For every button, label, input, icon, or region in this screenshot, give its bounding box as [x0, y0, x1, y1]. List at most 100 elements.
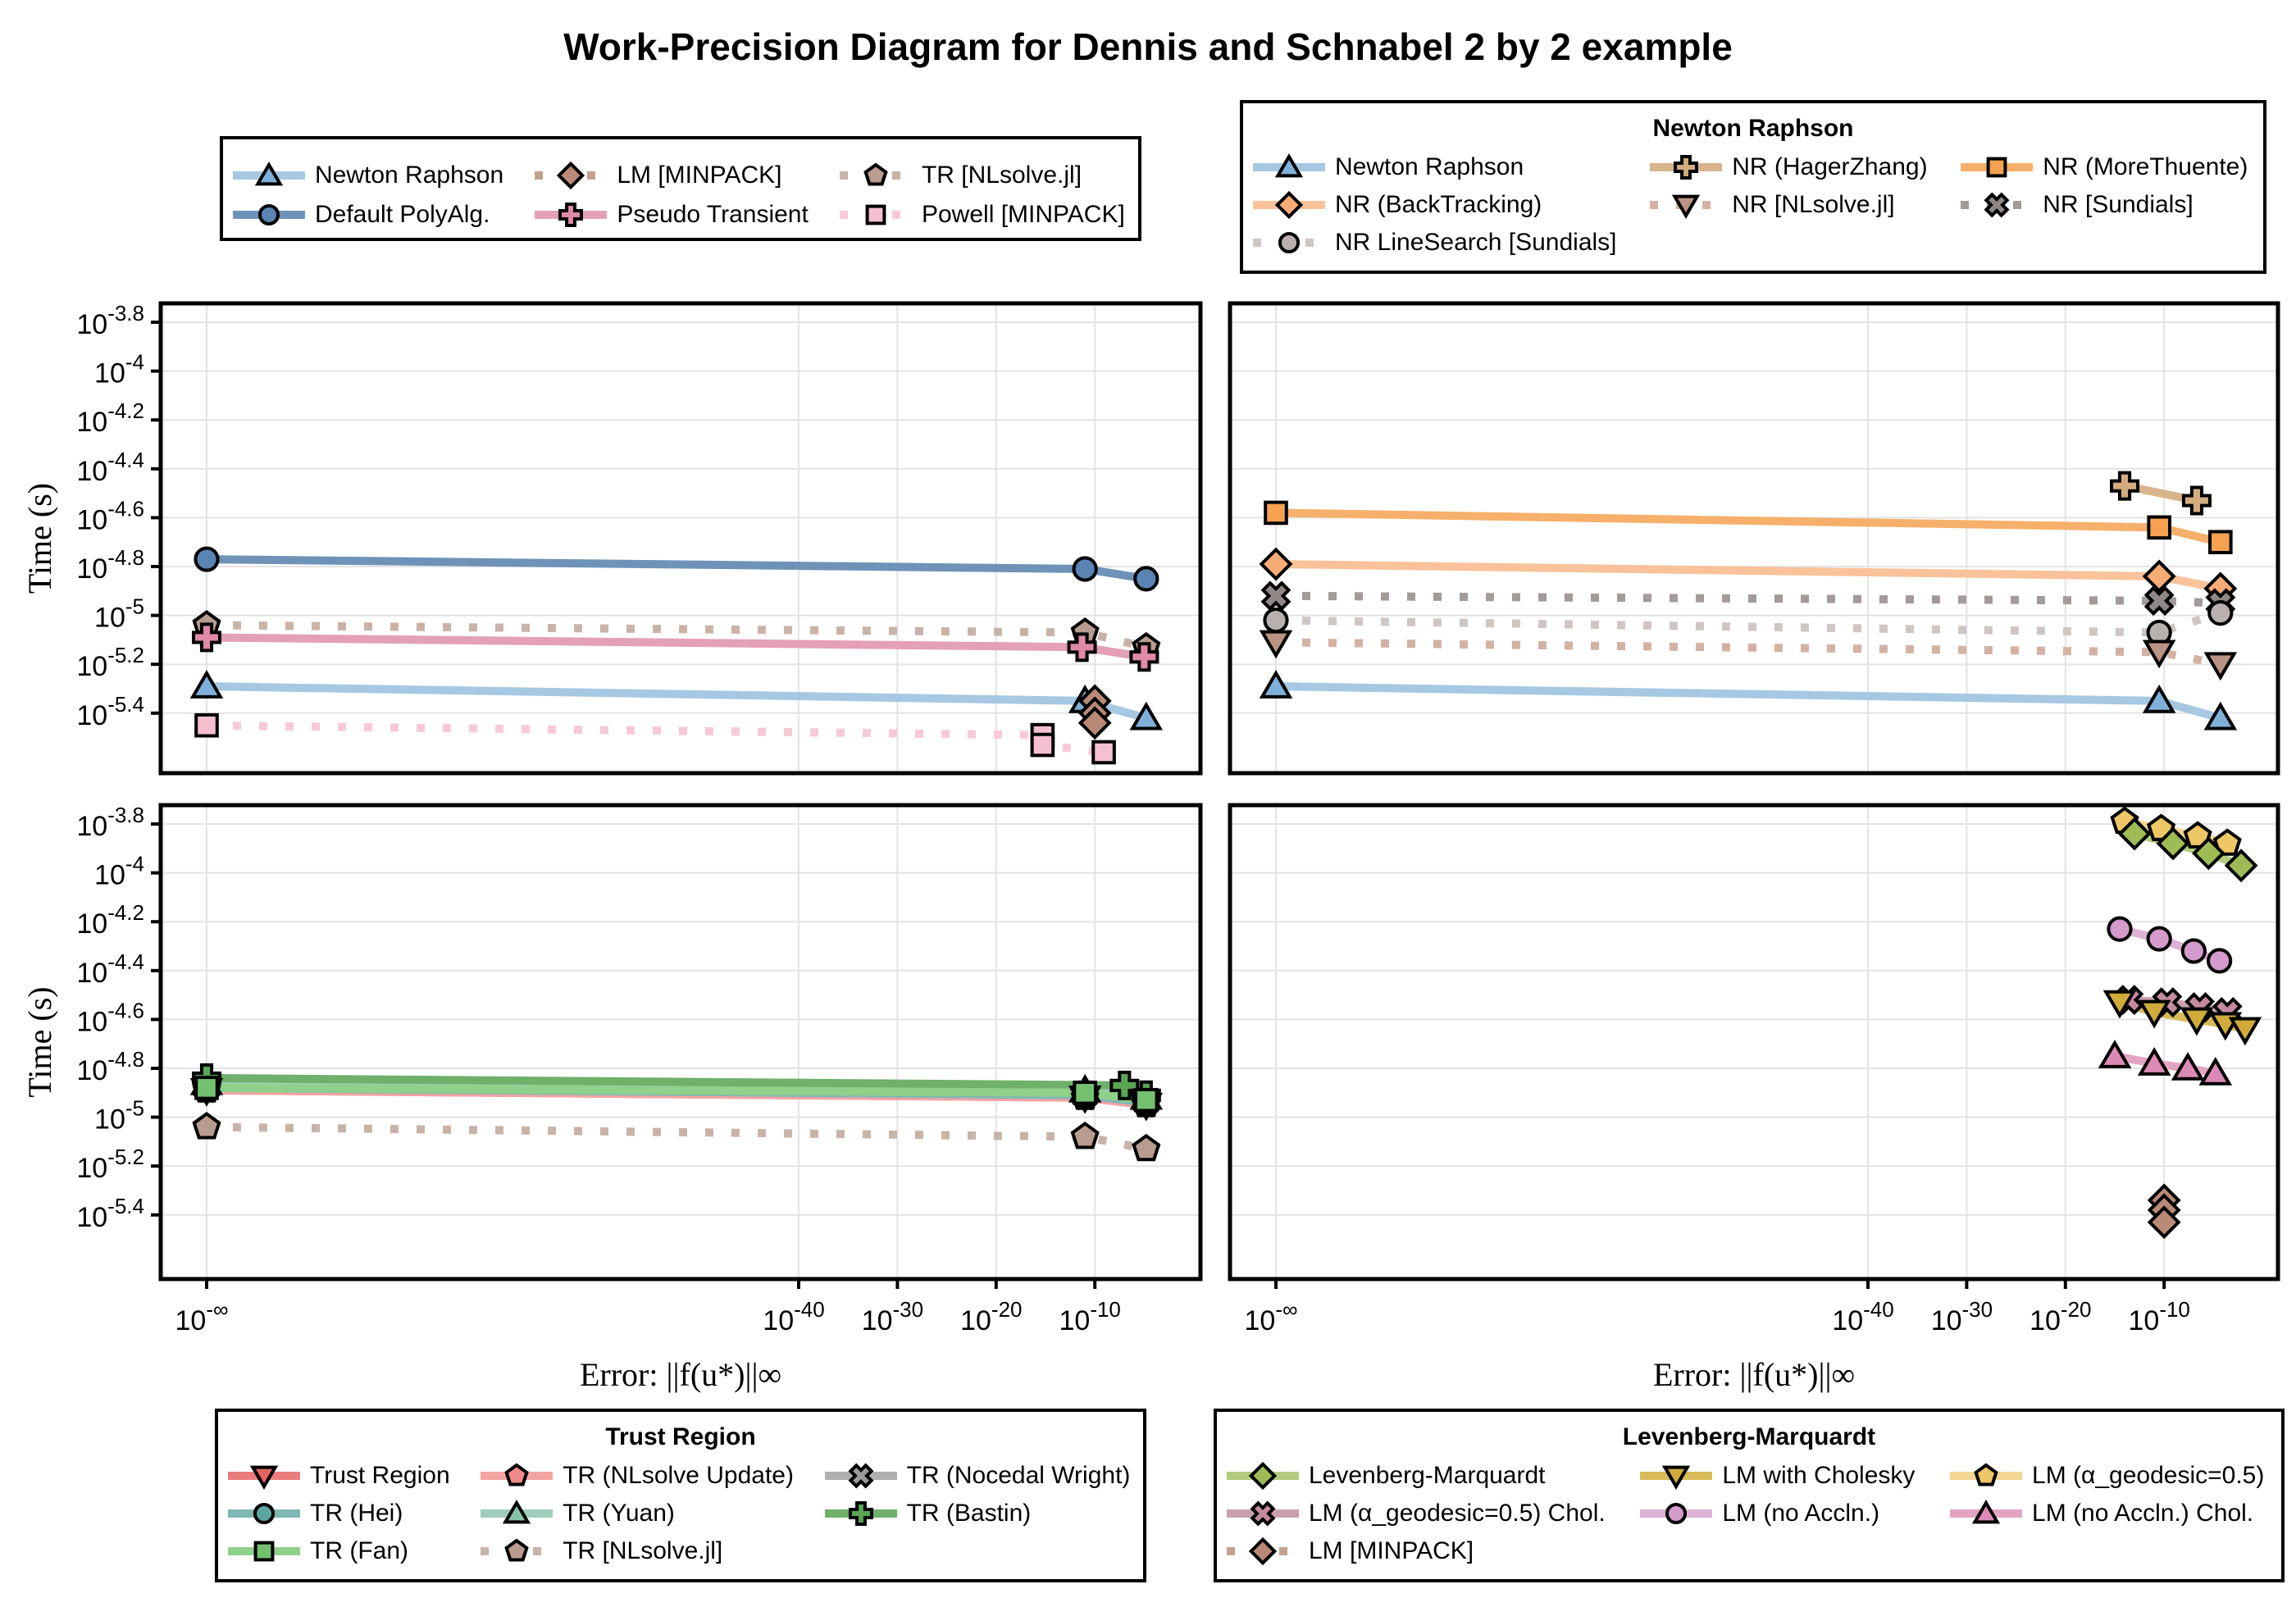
- data-point-lm-no-accln: [2146, 926, 2172, 952]
- legend-label: Levenberg-Marquardt: [1309, 1462, 1546, 1489]
- legend-marker-icon: [1253, 231, 1325, 254]
- legend-marker: [1974, 1463, 1998, 1486]
- legend-label: Default PolyAlg.: [315, 201, 490, 228]
- legend-newton-title: Newton Raphson: [1652, 115, 1854, 142]
- legend-marker: [254, 162, 284, 186]
- data-point-tr-nlsolve-jl: [1070, 1121, 1100, 1149]
- data-point-newton-raphson: [2203, 701, 2238, 731]
- data-point-lm-no-accln: [2207, 948, 2233, 974]
- legend-marker: [558, 203, 584, 227]
- y-tick-label: 10-3.8: [76, 301, 144, 340]
- legend-item: Levenberg-Marquardt: [1225, 1458, 1614, 1494]
- y-tick-label: 10-4.6: [76, 998, 144, 1037]
- data-point-lm-with-cholesky: [2180, 1007, 2214, 1036]
- plot-frame: [158, 301, 1203, 776]
- data-point-tr-fan: [1134, 1087, 1159, 1113]
- data-point-lm-no-accln-chol: [2098, 1040, 2132, 1068]
- legend-marker-icon: [824, 1501, 897, 1526]
- data-point-levenberg-marquardt: [2191, 836, 2225, 871]
- x-axis-title: Error: ||f(u*)||∞: [1653, 1356, 1855, 1393]
- data-point-powell-minpack: [1030, 732, 1055, 758]
- x-tick-label: 10-30: [862, 1297, 923, 1336]
- legend-marker-icon: [839, 204, 912, 225]
- legend-label: LM (no Accln.): [1722, 1500, 1880, 1527]
- legend-marker: [249, 1465, 279, 1490]
- legend-marker: [253, 1502, 276, 1525]
- y-axis-title: Time (s): [21, 986, 58, 1097]
- plot-frame: [158, 803, 1203, 1282]
- legend-marker: [863, 162, 888, 186]
- data-point-newton-raphson: [2142, 684, 2176, 713]
- legend-marker-icon: [481, 1463, 554, 1486]
- legend-marker: [1248, 1461, 1278, 1491]
- data-point-default-polyalg: [194, 546, 220, 572]
- panel-top-left: 10-3.8 10-4 10-4.2 10-4.4 10-4.6 10-4.8 10-5 10…: [21, 301, 1203, 776]
- legend-item: NR [NLsolve.jl]: [1648, 187, 1934, 223]
- legend-marker: [253, 1541, 275, 1562]
- legend-item: NR (HagerZhang): [1648, 149, 1934, 185]
- legend-label: Powell [MINPACK]: [921, 201, 1125, 228]
- legend-label: TR (Bastin): [906, 1500, 1032, 1527]
- data-point-lm-no-accln-chol: [2171, 1052, 2205, 1081]
- legend-marker: [1248, 1536, 1278, 1566]
- chart-title: Work-Precision Diagram for Dennis and Sc…: [563, 25, 1733, 68]
- data-point-pseudo-transient: [1129, 642, 1159, 672]
- legend-item: Trust Region: [226, 1458, 454, 1494]
- legend-marker: [1986, 157, 2007, 178]
- legend-label: Newton Raphson: [1335, 153, 1524, 180]
- data-point-tr-bastin: [1109, 1070, 1140, 1100]
- data-point-lm-geodesic-0-5: [2212, 828, 2242, 856]
- data-point-powell-minpack: [194, 712, 219, 738]
- data-point-nr-nlsolve-jl: [2142, 640, 2176, 669]
- y-tick-label: 10-4.4: [76, 949, 144, 989]
- data-point-nr-backtracking: [1259, 547, 1293, 581]
- series-line-nr-linesearch-sundials: [1275, 608, 2222, 637]
- y-tick-label: 10-5.4: [76, 1194, 144, 1233]
- legend-newton-raphson: Newton Raphson Newton Raphson NR (HagerZh…: [1240, 100, 2266, 274]
- x-tick-label: 10-10: [2128, 1297, 2189, 1336]
- legend-marker-icon: [1950, 1463, 2023, 1486]
- y-tick-label: 10-4.8: [76, 1047, 144, 1086]
- legend-lm-grid: Levenberg-Marquardt LM with Cholesky LM (α…: [1217, 1451, 2281, 1577]
- data-point-tr-nlsolve-jl: [1132, 1133, 1161, 1162]
- data-point-nr-morethuente: [2208, 530, 2233, 555]
- data-point-lm-minpack: [2147, 1205, 2181, 1240]
- legend-item: TR (NLsolve Update): [479, 1458, 798, 1494]
- legend-marker-icon: [1650, 155, 1723, 180]
- legend-item: TR (Bastin): [823, 1495, 1135, 1532]
- legend-marker: [1274, 190, 1304, 220]
- y-tick-label: 10-3.8: [76, 803, 144, 842]
- y-tick-label: 10-5.2: [76, 643, 144, 682]
- legend-marker: [257, 203, 280, 226]
- data-point-lm-geodesic-0-5: [2183, 821, 2212, 849]
- data-point-lm-with-cholesky: [2137, 999, 2171, 1029]
- legend-item: NR (MoreThuente): [1959, 149, 2255, 185]
- x-tick-label: 10-∞: [175, 1297, 228, 1336]
- legend-marker-icon: [1961, 192, 2034, 218]
- panel-bottom-right: 10-∞ 10-40 10-30 10-20 10-10 Error: ||f(u*)||…: [1228, 803, 2280, 1393]
- legend-marker-icon: [1650, 194, 1723, 219]
- x-tick-label: 10-20: [960, 1297, 1022, 1336]
- legend-label: Newton Raphson: [315, 162, 504, 189]
- x-tick-label: 10-40: [763, 1297, 824, 1336]
- series-line-lm-no-accln-chol: [2114, 1052, 2216, 1077]
- legend-item: TR [NLsolve.jl]: [479, 1533, 798, 1569]
- legend-item: TR [NLsolve.jl]: [838, 157, 1130, 193]
- legend-marker: [848, 1463, 874, 1489]
- panel-top-right: [1228, 301, 2280, 776]
- legend-item: TR (Fan): [226, 1533, 454, 1569]
- legend-marker-icon: [839, 162, 912, 186]
- legend-label: NR (MoreThuente): [2043, 153, 2248, 180]
- data-point-nr-linesearch-sundials: [2207, 600, 2234, 626]
- legend-trust-region: Trust Region Trust Region TR (NLsolve Upd…: [215, 1409, 1146, 1582]
- legend-marker-icon: [1640, 1502, 1713, 1525]
- legend-label: Trust Region: [310, 1462, 450, 1489]
- y-tick-label: 10-4.8: [76, 545, 144, 585]
- series-line-tr-nlsolve-jl: [206, 621, 1147, 652]
- legend-marker-icon: [1227, 1500, 1299, 1527]
- data-point-default-polyalg: [1133, 566, 1159, 592]
- data-point-default-polyalg: [1072, 556, 1098, 582]
- x-tick-label: 10-20: [2029, 1297, 2091, 1336]
- series-line-pseudo-transient: [206, 633, 1146, 662]
- legend-label: Pseudo Transient: [617, 201, 809, 228]
